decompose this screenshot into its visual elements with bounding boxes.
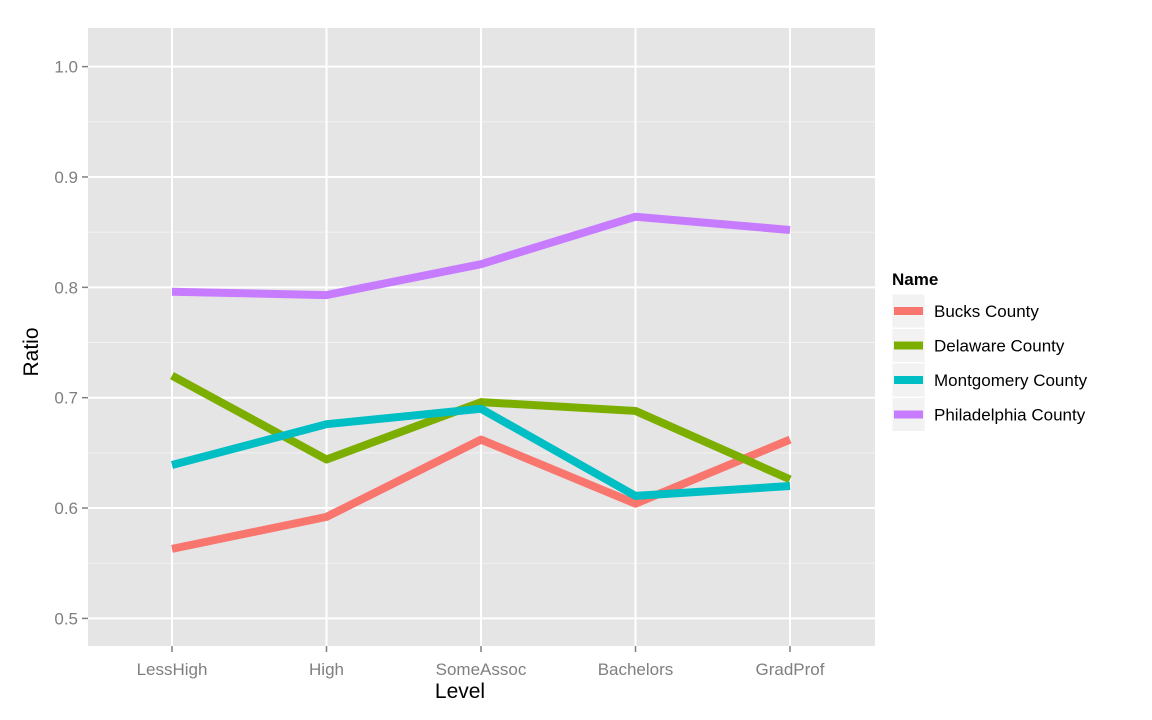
x-tick-label: LessHigh bbox=[137, 660, 208, 679]
legend-label: Philadelphia County bbox=[934, 406, 1086, 425]
x-axis-title: Level bbox=[435, 680, 485, 703]
series-line-montgomery-county bbox=[170, 404, 791, 500]
x-tick-label: GradProf bbox=[756, 660, 825, 679]
y-tick-label: 0.9 bbox=[54, 168, 78, 187]
legend: Name Bucks County Delaware County Montgome… bbox=[891, 270, 1088, 432]
y-axis: 0.5 0.6 0.7 0.8 0.9 1.0 bbox=[54, 58, 88, 628]
y-tick-label: 1.0 bbox=[54, 58, 78, 77]
x-tick-label: High bbox=[309, 660, 344, 679]
y-tick-label: 0.7 bbox=[54, 389, 78, 408]
y-axis-title: Ratio bbox=[20, 327, 43, 376]
x-axis: LessHigh High SomeAssoc Bachelors GradProf bbox=[137, 646, 825, 679]
x-tick-label: SomeAssoc bbox=[436, 660, 527, 679]
legend-label: Montgomery County bbox=[934, 371, 1088, 390]
legend-label: Bucks County bbox=[934, 302, 1039, 321]
legend-title: Name bbox=[892, 270, 938, 289]
y-tick-label: 0.5 bbox=[54, 609, 78, 628]
x-tick-label: Bachelors bbox=[598, 660, 674, 679]
y-tick-label: 0.6 bbox=[54, 499, 78, 518]
series-line-bucks-county bbox=[171, 435, 792, 553]
series-line-delaware-county bbox=[170, 372, 792, 484]
series-lines bbox=[170, 212, 792, 553]
y-tick-label: 0.8 bbox=[54, 278, 78, 297]
series-line-philadelphia-county bbox=[171, 212, 791, 300]
legend-label: Delaware County bbox=[934, 337, 1065, 356]
